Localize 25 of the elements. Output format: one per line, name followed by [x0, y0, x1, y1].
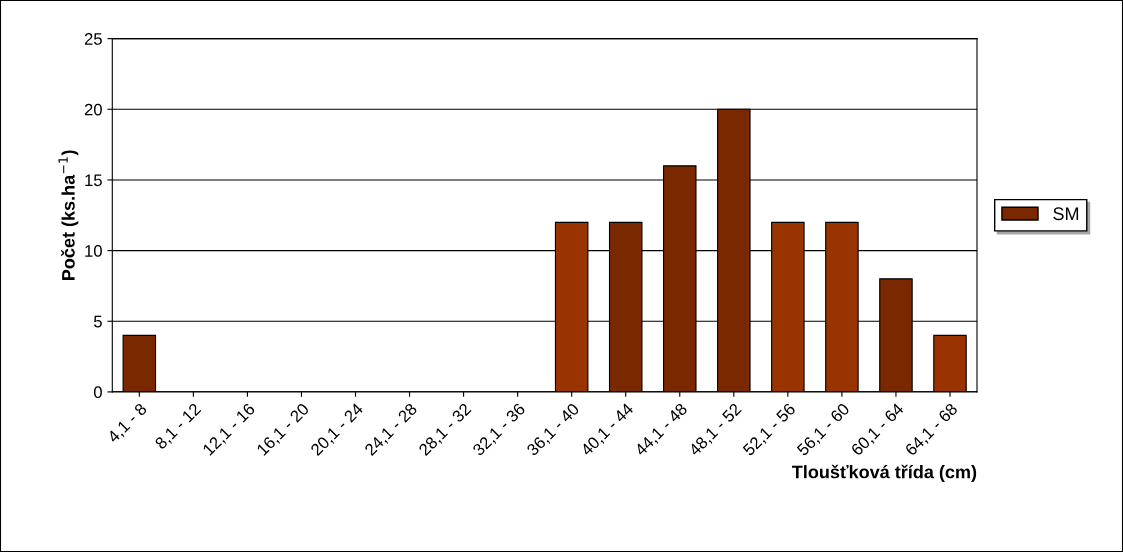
- x-tick-label: 12,1 - 16: [202, 402, 257, 458]
- y-tick-label: 5: [93, 315, 102, 328]
- y-axis-title: Počet (ks.ha$^{−1}$): [58, 150, 79, 280]
- x-tick-label: 52,1 - 56: [742, 402, 798, 458]
- x-tick-label: 56,1 - 60: [796, 402, 852, 458]
- x-tick-label: 44,1 - 48: [633, 402, 690, 458]
- y-tick-label: 20: [84, 103, 102, 116]
- y-tick-label: 0: [93, 386, 102, 399]
- legend-label: SM: [1053, 207, 1079, 221]
- x-tick-label: 4,1 - 8: [106, 402, 149, 445]
- y-tick-label: 10: [85, 245, 102, 257]
- x-tick-label: 60,1 - 64: [850, 402, 906, 458]
- x-tick-label: 28,1 - 32: [417, 402, 474, 458]
- x-tick-label: 64,1 - 68: [904, 402, 960, 458]
- x-tick-label: 20,1 - 24: [309, 402, 366, 458]
- x-tick-label: 36,1 - 40: [525, 402, 582, 458]
- x-tick-label: 8,1 - 12: [154, 402, 203, 452]
- x-tick-label: 24,1 - 28: [363, 402, 420, 458]
- x-axis-title: Tloušťková třída (cm): [792, 464, 977, 482]
- y-tick-label: 15: [85, 174, 102, 187]
- x-tick-label: 16,1 - 20: [256, 402, 312, 458]
- x-tick-label: 32,1 - 36: [471, 402, 528, 458]
- x-tick-label: 40,1 - 44: [579, 402, 636, 458]
- y-tick-label: 25: [84, 33, 102, 45]
- x-tick-label: 48,1 - 52: [687, 402, 744, 458]
